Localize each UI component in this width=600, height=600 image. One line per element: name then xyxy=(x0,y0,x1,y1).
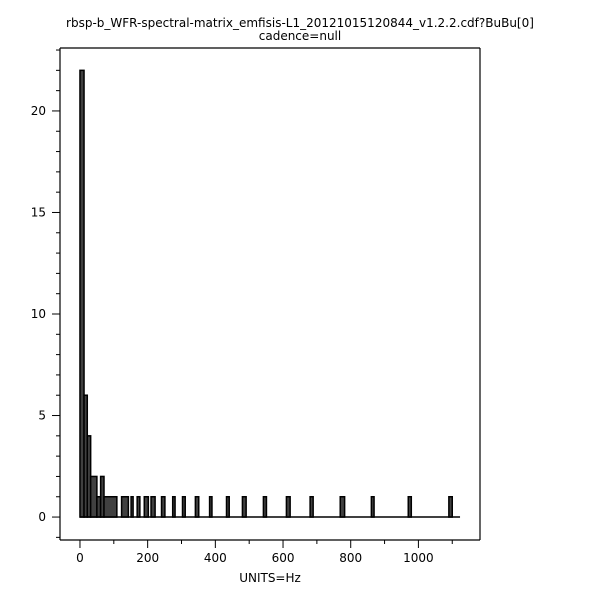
y-tick-label: 15 xyxy=(31,205,46,219)
y-tick-label: 5 xyxy=(38,409,46,423)
histogram-bar xyxy=(143,495,150,518)
histogram-bar xyxy=(181,495,186,518)
x-tick-label: 0 xyxy=(76,551,84,565)
histogram-bar xyxy=(103,495,118,518)
y-tick-label: 10 xyxy=(31,307,46,321)
histogram-bar xyxy=(160,495,166,518)
chart-title: rbsp-b_WFR-spectral-matrix_emfisis-L1_20… xyxy=(66,16,534,30)
histogram-bar xyxy=(208,495,213,518)
histogram-bar xyxy=(89,475,98,518)
histogram-bar xyxy=(136,495,141,518)
chart-subtitle: cadence=null xyxy=(258,29,342,43)
x-axis-label: UNITS=Hz xyxy=(239,571,301,585)
histogram-bar xyxy=(130,495,134,518)
histogram-bar xyxy=(370,495,375,518)
histogram-bar xyxy=(262,495,268,518)
histogram-bar xyxy=(194,495,200,518)
histogram-bar xyxy=(285,495,291,518)
histogram-bar xyxy=(150,495,156,518)
y-tick-label: 0 xyxy=(38,510,46,524)
histogram-bar xyxy=(171,495,176,518)
histogram-bar xyxy=(407,495,413,518)
histogram-bar xyxy=(225,495,230,518)
histogram-bar xyxy=(120,495,130,518)
y-tick-label: 20 xyxy=(31,104,46,118)
x-tick-label: 200 xyxy=(136,551,159,565)
x-tick-label: 800 xyxy=(339,551,362,565)
histogram-bar xyxy=(448,495,453,518)
x-tick-label: 400 xyxy=(204,551,227,565)
histogram-bar xyxy=(339,495,346,518)
histogram-bar xyxy=(241,495,247,518)
x-tick-label: 1000 xyxy=(403,551,434,565)
x-tick-label: 600 xyxy=(272,551,295,565)
histogram-bar xyxy=(309,495,314,518)
